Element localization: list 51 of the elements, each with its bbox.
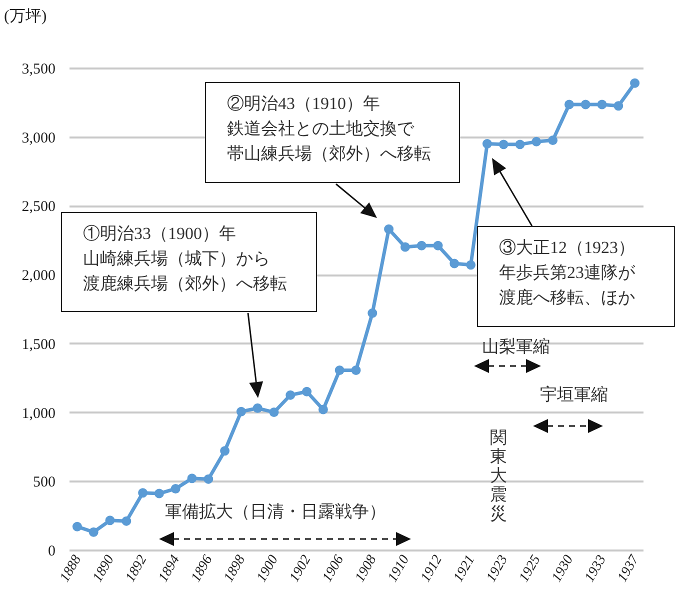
annotation: 軍備拡大（日清・日露戦争） [165,501,386,523]
point [286,390,296,400]
point [450,258,460,268]
point [515,140,525,150]
point [88,527,98,537]
annotation: ①明治33（1900）年山崎練兵場（城下）から渡鹿練兵場（郊外）へ移転 [83,223,287,295]
point [252,403,262,413]
y-tick-label: 500 [33,474,56,491]
y-tick-label: 1,000 [22,406,56,422]
point [187,474,197,484]
y-tick-label: 2,000 [22,268,56,284]
point [220,446,230,456]
point [416,240,426,250]
point [368,308,378,318]
point [384,224,394,234]
point [334,366,344,376]
point [614,101,624,111]
annotation: 山梨軍縮 [482,336,550,358]
y-tick-label: 3,500 [22,62,56,78]
point [236,406,246,416]
point [72,522,82,532]
y-tick-label: 2,500 [22,199,56,216]
point [351,366,361,376]
point [400,242,410,252]
point [204,474,214,484]
point [466,260,476,270]
point [498,140,508,150]
y-tick-label: 1,500 [22,336,56,353]
y-tick-label: 3,000 [22,130,56,146]
point [122,516,132,526]
point [138,488,148,498]
annotation: ③大正12（1923）年歩兵第23連隊が渡鹿へ移転、ほか [499,237,635,309]
point [597,100,607,110]
point [269,408,279,418]
point [105,516,115,526]
point [548,136,558,146]
point [564,100,574,110]
point [433,240,443,250]
point [154,488,164,498]
point [482,139,492,148]
point [630,78,640,88]
annotation: 関東大震災 [490,428,508,523]
y-axis-title: (万坪) [4,7,47,27]
annotation: 宇垣軍縮 [540,384,608,406]
point [318,404,328,414]
point [580,100,590,110]
y-tick-label: 0 [48,544,56,560]
annotation: ②明治43（1910）年鉄道会社との土地交換で帯山練兵場（郊外）へ移転 [227,93,431,165]
point [302,386,312,396]
point [532,136,542,146]
point [170,484,180,494]
